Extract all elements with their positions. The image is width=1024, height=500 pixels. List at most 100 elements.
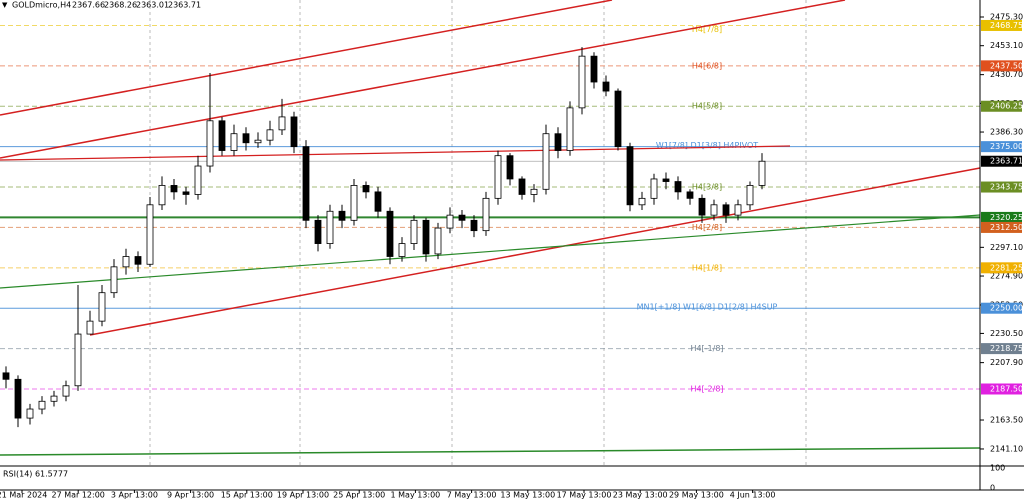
level-box — [981, 19, 1022, 31]
level-box — [981, 262, 1022, 274]
level-value: 2250.00 — [990, 304, 1023, 313]
y-tick-label: 2430.70 — [990, 70, 1023, 79]
x-tick-label: 17 May 13:00 — [557, 491, 612, 500]
x-tick-label: 29 May 13:00 — [669, 491, 724, 500]
level-value: 2187.50 — [990, 384, 1023, 393]
candle-body — [626, 146, 634, 206]
x-tick-label: 7 May 13:00 — [447, 491, 497, 500]
candle-body — [374, 191, 382, 212]
level-name: H4[-1/8] — [690, 344, 723, 353]
x-tick-label: 9 Apr 13:00 — [167, 491, 214, 500]
last-price-label: 2363.71 — [990, 157, 1023, 166]
x-tick-label: 21 Mar 2024 — [0, 491, 47, 500]
candle-body — [26, 408, 34, 419]
x-tick-label: 3 Apr 13:00 — [111, 491, 158, 500]
candle-body — [638, 197, 646, 206]
candle-body — [518, 178, 526, 195]
candle-body — [698, 197, 706, 216]
y-tick-label: 2475.30 — [990, 12, 1023, 21]
candle-body — [230, 133, 238, 151]
level-box — [981, 60, 1022, 72]
candle-body — [314, 219, 322, 244]
candle-body — [338, 210, 346, 221]
rsi-label: RSI(14) 61.5777 — [3, 470, 68, 479]
last-price-box — [981, 155, 1022, 167]
candle-body — [14, 378, 22, 419]
level-name: MN1[+1/8] W1[6/8] D1[2/8] H4SUP — [637, 303, 778, 312]
x-tick-label: 19 Apr 13:00 — [277, 491, 329, 500]
candle-body — [506, 155, 514, 180]
header-value: 2363.71 — [168, 1, 201, 10]
candle-body — [710, 204, 718, 216]
level-value: 2343.75 — [990, 183, 1023, 192]
candle-body — [2, 372, 10, 380]
level-value: 2468.75 — [990, 21, 1023, 30]
level-box — [981, 211, 1022, 223]
candle-body — [410, 219, 418, 244]
candle-body — [434, 227, 442, 255]
level-name: H4[6/8] — [692, 61, 722, 70]
y-tick-label: 2230.50 — [990, 329, 1023, 338]
x-tick-label: 27 Mar 12:00 — [51, 491, 104, 500]
candle-body — [686, 191, 694, 199]
level-box — [981, 100, 1022, 112]
level-name: H4[-2/8] — [690, 384, 723, 393]
x-tick-label: 13 May 13:00 — [500, 491, 555, 500]
candle-body — [146, 204, 154, 265]
candle-body — [674, 181, 682, 193]
candle-body — [602, 81, 610, 92]
candle-body — [494, 155, 502, 199]
candle-body — [734, 204, 742, 216]
candle-body — [482, 197, 490, 232]
candle-body — [62, 385, 70, 397]
x-tick-label: 25 Apr 13:00 — [333, 491, 385, 500]
candle-body — [206, 120, 214, 167]
level-box — [981, 343, 1022, 355]
level-name: H4[1/8] — [692, 263, 722, 272]
level-box — [981, 302, 1022, 314]
header-value: 2367.66 — [72, 1, 105, 10]
trend-line — [0, 214, 981, 289]
candle-body — [422, 219, 430, 255]
candle-body — [350, 185, 358, 221]
candle-body — [554, 133, 562, 151]
x-tick-label: 4 Jun 13:00 — [730, 491, 776, 500]
y-tick-label: 2297.10 — [990, 243, 1023, 252]
candle-body — [578, 55, 586, 109]
x-tick-label: 15 Apr 13:00 — [221, 491, 273, 500]
y-tick-label: 2453.10 — [990, 41, 1023, 50]
candle-body — [566, 107, 574, 151]
level-value: 2406.25 — [990, 102, 1023, 111]
candle-body — [530, 188, 538, 195]
candle-body — [398, 243, 406, 257]
candle-body — [194, 165, 202, 195]
level-name: H4[7/8] — [692, 25, 722, 34]
trend-line — [0, 0, 613, 116]
level-value: 2437.50 — [990, 61, 1023, 70]
candle-body — [242, 133, 250, 144]
x-tick-label: 1 May 13:00 — [391, 491, 441, 500]
level-name: W1[7/8] D1[3/8] H4PIVOT — [656, 141, 758, 150]
candle-body — [254, 139, 262, 144]
candle-body — [386, 210, 394, 257]
candle-body — [290, 116, 298, 148]
candles — [2, 47, 766, 428]
candle-body — [470, 219, 478, 232]
candle-body — [38, 400, 46, 410]
level-box — [981, 181, 1022, 193]
trend-line — [0, 447, 981, 456]
level-box — [981, 221, 1022, 233]
y-tick-label: 2163.50 — [990, 416, 1023, 425]
candle-body — [722, 204, 730, 216]
candle-body — [182, 191, 190, 195]
candle-body — [98, 292, 106, 322]
candle-body — [362, 185, 370, 193]
candle-body — [134, 256, 142, 265]
candle-body — [758, 160, 766, 186]
level-value: 2375.00 — [990, 142, 1023, 151]
rsi-tick-label: 0 — [990, 484, 995, 493]
level-box — [981, 141, 1022, 153]
candle-body — [446, 214, 454, 229]
level-name: H4[3/8] — [692, 183, 722, 192]
